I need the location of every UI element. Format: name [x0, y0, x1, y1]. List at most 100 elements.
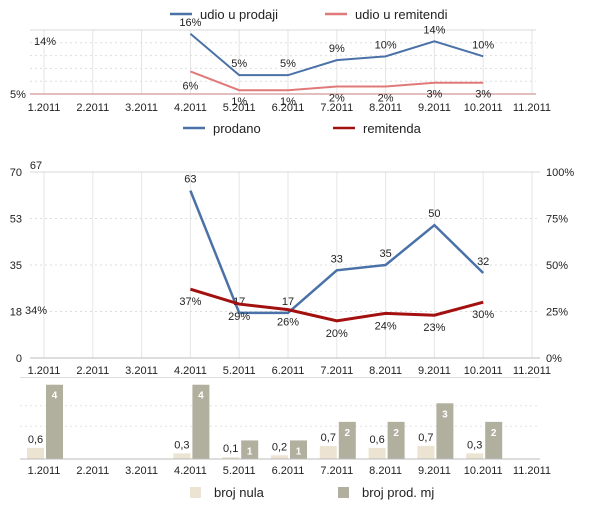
x-tick-label: 8.2011 — [369, 465, 402, 477]
data-label-prodano: 17 — [282, 296, 294, 308]
data-label-udio-u-remitendi: 2% — [329, 92, 345, 104]
data-label-udio-u-remitendi: 1% — [231, 96, 247, 108]
y-left-tick-label: 35 — [10, 260, 22, 272]
data-label-udio-u-prodaji: 5% — [280, 58, 296, 70]
data-label-prodano: 67 — [30, 160, 42, 172]
y-right-tick-label: 75% — [546, 214, 568, 226]
legend-label-remitenda: remitenda — [363, 121, 422, 136]
data-label-broj-nula: 0,3 — [174, 439, 189, 451]
data-label-broj-prod-mj: 2 — [393, 428, 399, 439]
y-left-tick-label: 18 — [10, 307, 22, 319]
x-tick-label: 7.2011 — [320, 465, 353, 477]
bar-broj-nula — [271, 455, 288, 459]
legend-label-udio-u-remitendi: udio u remitendi — [355, 7, 448, 22]
data-label-udio-u-remitendi: 6% — [182, 80, 198, 92]
data-label-prodano: 32 — [477, 256, 489, 268]
share-chart: udio u prodaji udio u remitendi 14% 5% 16% 5%… — [10, 7, 551, 114]
data-label-broj-nula: 0,3 — [467, 439, 482, 451]
x-tick-label: 5.2011 — [223, 365, 256, 377]
x-tick-label: 4.2011 — [174, 102, 207, 114]
x-tick-label: 6.2011 — [272, 465, 305, 477]
x-tick-label: 1.2011 — [28, 465, 61, 477]
data-label-remitenda: 24% — [375, 320, 397, 332]
x-tick-label: 10.2011 — [464, 365, 503, 377]
data-label-broj-prod-mj: 4 — [198, 391, 204, 402]
x-tick-label: 7.2011 — [320, 102, 353, 114]
data-label-udio-u-prodaji: 14% — [423, 24, 445, 36]
legend-label-prodano: prodano — [213, 121, 261, 136]
x-tick-label: 5.2011 — [223, 465, 256, 477]
axis-label-top: 14% — [34, 36, 56, 48]
x-tick-label: 3.2011 — [125, 465, 158, 477]
y-right-tick-label: 0% — [546, 353, 562, 365]
bar-broj-prod-mj — [485, 421, 503, 459]
series-line-udio-u-remitendi — [190, 70, 484, 92]
data-label-remitenda: 30% — [472, 309, 494, 321]
y-right-tick-label: 100% — [546, 167, 574, 179]
data-label-remitenda: 34% — [25, 305, 47, 317]
x-tick-label: 4.2011 — [174, 365, 207, 377]
y-left-tick-label: 0 — [16, 353, 22, 365]
data-label-broj-nula: 0,7 — [418, 432, 433, 444]
x-tick-label: 2.2011 — [76, 102, 109, 114]
series-line-remitenda — [189, 287, 484, 323]
data-label-broj-nula: 0,6 — [28, 434, 43, 446]
series-line-udio-u-prodaji — [189, 33, 484, 77]
y-left-tick-label: 70 — [10, 167, 22, 179]
series-line-prodano — [189, 190, 485, 315]
data-label-udio-u-prodaji: 10% — [375, 39, 397, 51]
y-right-tick-label: 50% — [546, 260, 568, 272]
data-label-udio-u-remitendi: 1% — [280, 96, 296, 108]
x-tick-label: 10.2011 — [464, 102, 503, 114]
bar-broj-prod-mj — [338, 421, 356, 459]
legend-label-broj-prod-mj: broj prod. mj — [362, 485, 434, 500]
data-label-udio-u-remitendi: 3% — [475, 89, 491, 101]
legend-swatch-broj-prod-mj — [338, 487, 349, 498]
data-label-broj-prod-mj: 3 — [442, 409, 448, 420]
x-tick-label: 11.2011 — [513, 465, 551, 477]
y-right-tick-label: 25% — [546, 307, 568, 319]
data-label-udio-u-prodaji: 10% — [472, 39, 494, 51]
x-tick-label: 9.2011 — [418, 365, 451, 377]
x-tick-label: 6.2011 — [272, 365, 305, 377]
axis-label-bottom: 5% — [10, 89, 26, 101]
x-tick-label: 3.2011 — [125, 365, 158, 377]
data-label-broj-nula: 0,1 — [223, 443, 238, 455]
x-tick-label: 5.2011 — [223, 102, 256, 114]
data-label-remitenda: 20% — [326, 328, 348, 340]
x-tick-label: 9.2011 — [418, 102, 451, 114]
x-tick-label: 10.2011 — [464, 465, 503, 477]
bar-broj-prod-mj — [387, 421, 405, 459]
data-label-broj-prod-mj: 1 — [296, 446, 302, 457]
data-label-prodano: 50 — [428, 208, 440, 220]
data-label-broj-prod-mj: 2 — [345, 428, 351, 439]
data-label-udio-u-prodaji: 5% — [231, 58, 247, 70]
x-tick-label: 4.2011 — [174, 465, 207, 477]
bar-broj-nula — [222, 457, 240, 459]
bar-broj-nula — [173, 453, 191, 459]
data-label-remitenda: 29% — [228, 311, 250, 323]
data-label-udio-u-remitendi: 3% — [426, 89, 442, 101]
data-label-remitenda: 37% — [179, 296, 201, 308]
data-label-remitenda: 26% — [277, 317, 299, 329]
data-label-prodano: 35 — [379, 248, 391, 260]
data-label-remitenda: 23% — [423, 322, 445, 334]
data-label-broj-nula: 0,7 — [321, 432, 336, 444]
data-label-prodano: 33 — [331, 253, 343, 265]
bar-broj-prod-mj — [290, 440, 307, 459]
bar-broj-nula — [27, 447, 44, 459]
bar-broj-nula — [368, 447, 386, 459]
bar-broj-nula — [466, 453, 484, 459]
counts-bar-chart: 0,6 0,3 0,1 0,2 0,7 0,6 0,7 0,3 4 4 1 1 2 2 3 2 1.2011 2.… — [20, 377, 551, 500]
y-left-tick-label: 53 — [10, 214, 22, 226]
x-tick-label: 3.2011 — [125, 102, 158, 114]
data-label-udio-u-prodaji: 9% — [329, 43, 345, 55]
x-tick-label: 11.2011 — [513, 102, 551, 114]
data-label-broj-prod-mj: 2 — [491, 428, 497, 439]
data-label-broj-prod-mj: 1 — [247, 446, 253, 457]
data-label-prodano: 63 — [184, 174, 196, 186]
bar-broj-prod-mj — [46, 384, 63, 459]
x-tick-label: 1.2011 — [28, 365, 61, 377]
bar-broj-prod-mj — [192, 384, 210, 459]
x-tick-label: 9.2011 — [418, 465, 451, 477]
